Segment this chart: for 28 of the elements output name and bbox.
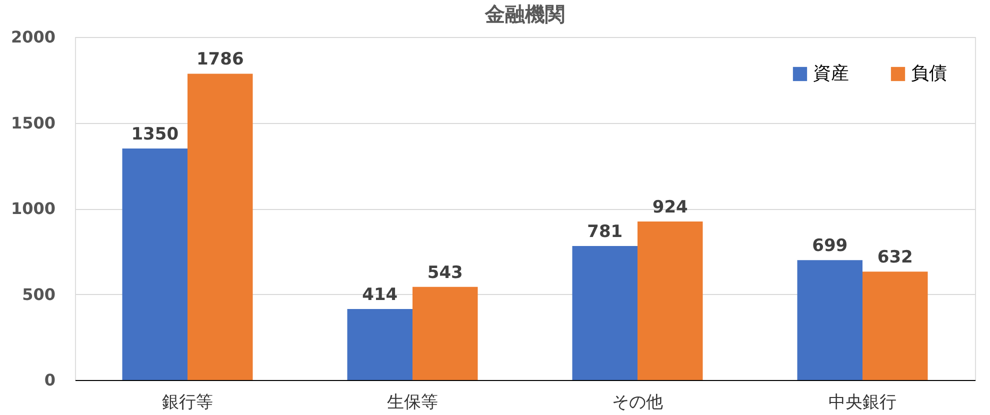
bar — [638, 222, 703, 380]
x-tick-label: 生保等 — [387, 392, 438, 412]
data-label: 543 — [427, 262, 463, 283]
data-label: 632 — [877, 248, 913, 268]
y-tick-label: 2000 — [10, 28, 56, 46]
bar — [572, 246, 638, 380]
data-label: 781 — [587, 222, 623, 242]
x-tick-label: 銀行等 — [162, 392, 213, 412]
bar — [412, 286, 478, 380]
bar — [797, 260, 862, 380]
data-label: 924 — [652, 198, 688, 218]
y-tick-label: 500 — [22, 284, 56, 304]
bar — [347, 309, 412, 380]
data-label: 414 — [362, 285, 398, 305]
y-tick-label: 1500 — [10, 113, 56, 132]
data-label: 1350 — [131, 124, 179, 144]
legend-label: 負債 — [911, 63, 947, 84]
x-tick-label: その他 — [612, 392, 663, 412]
bar — [188, 74, 253, 380]
data-label: 699 — [812, 236, 848, 256]
data-label: 1786 — [196, 50, 244, 70]
y-tick-label: 0 — [44, 370, 56, 390]
legend-label: 資産 — [813, 63, 849, 84]
bar — [862, 272, 928, 380]
bar — [122, 148, 188, 380]
chart-title: 金融機関 — [484, 2, 565, 26]
y-tick-label: 1000 — [10, 199, 56, 218]
x-tick-label: 中央銀行 — [828, 392, 896, 412]
